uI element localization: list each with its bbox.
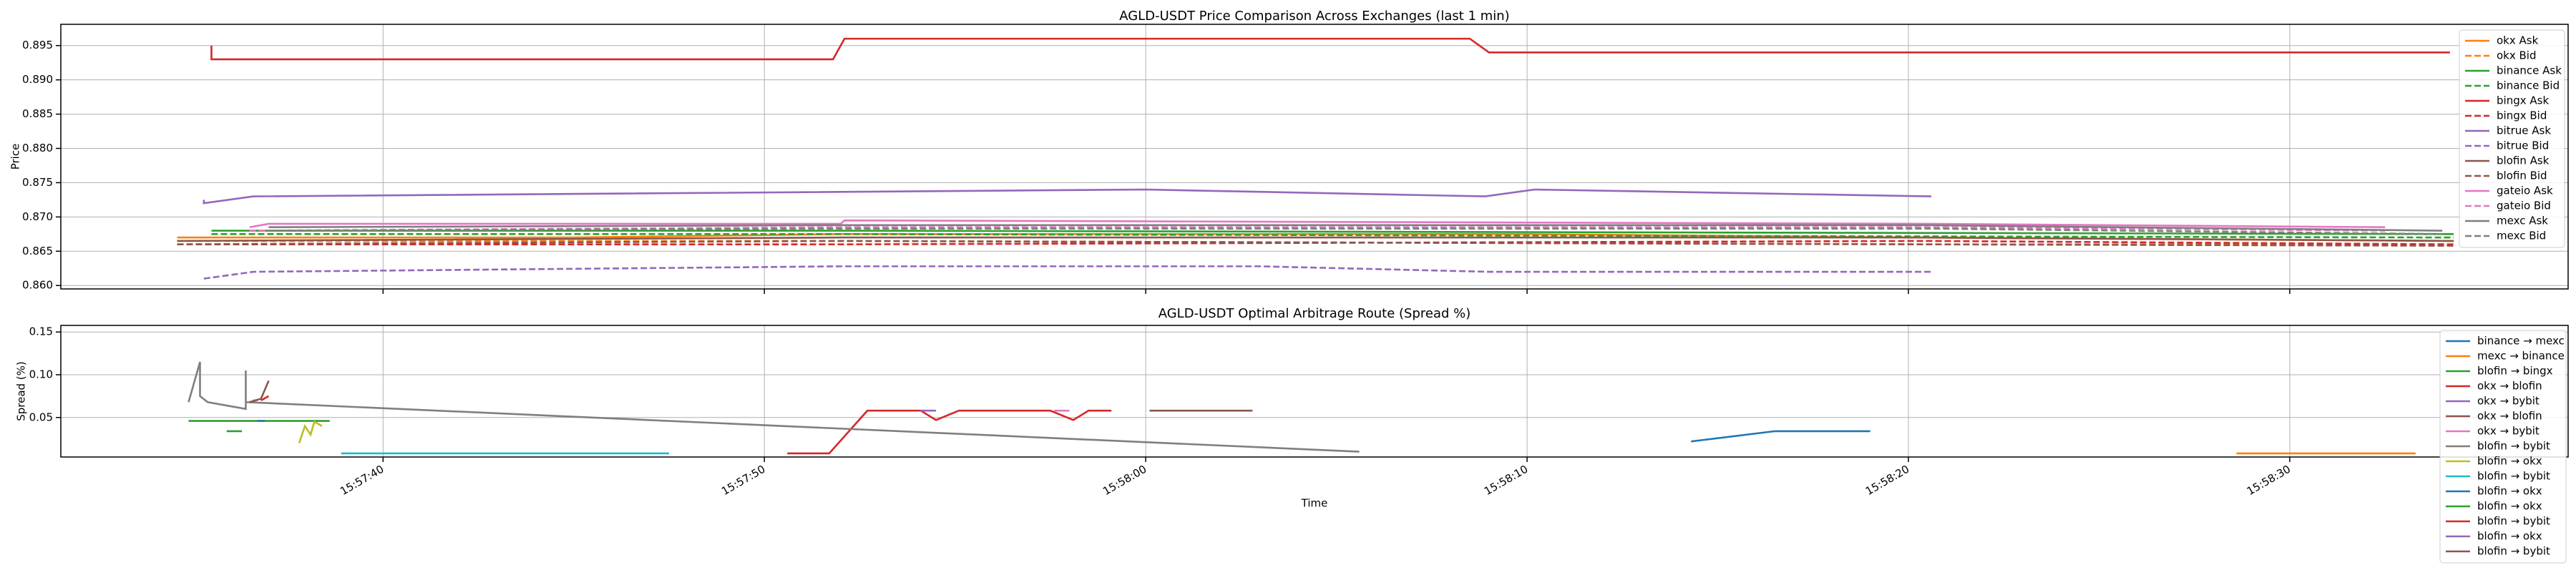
series-line [249, 219, 2386, 229]
legend-label: binance Ask [2497, 64, 2562, 77]
y-tick-label: 0.885 [22, 107, 53, 120]
plot-frame [60, 325, 2569, 458]
series-line [210, 37, 2450, 61]
x-tick-label: 15:58:00 [1101, 463, 1148, 498]
y-tick-label: 0.890 [22, 73, 53, 86]
y-tick-label: 0.05 [29, 411, 53, 423]
series-line [177, 240, 2454, 247]
legend-label: bitrue Ask [2497, 124, 2551, 137]
legend-label: mexc → binance [2477, 350, 2565, 363]
legend-label: bitrue Bid [2497, 139, 2549, 152]
x-tick-label: 15:57:50 [719, 463, 767, 498]
legend-label: bingx Ask [2497, 94, 2549, 107]
y-tick-label: 0.865 [22, 245, 53, 257]
legend-label: blofin Ask [2497, 154, 2550, 167]
series-line [187, 361, 1360, 453]
legend-label: okx → blofin [2477, 380, 2542, 393]
series-line [268, 224, 2443, 232]
series-line [203, 265, 1932, 280]
legend: okx Ask okx Bid binance Ask binance Bid bing… [2459, 29, 2565, 248]
series-line [298, 420, 323, 444]
y-tick-label: 0.895 [22, 39, 53, 51]
series-line [260, 395, 270, 401]
legend: binance → mexc mexc → binance blofin → bin… [2439, 330, 2567, 564]
legend-label: blofin → okx [2477, 485, 2542, 498]
y-tick-label: 0.870 [22, 210, 53, 223]
series-line [249, 380, 270, 403]
legend-label: blofin → bybit [2477, 545, 2550, 558]
chart-title: AGLD-USDT Optimal Arbitrage Route (Sprea… [1158, 306, 1471, 321]
y-axis-label: Price [9, 144, 22, 170]
legend-label: blofin → bybit [2477, 515, 2550, 528]
series-line [203, 188, 1932, 205]
legend-label: okx Ask [2497, 34, 2539, 47]
legend-label: okx → bybit [2477, 395, 2540, 408]
legend-label: mexc Ask [2497, 215, 2548, 227]
series-line [177, 240, 2454, 245]
legend-label: okx → blofin [2477, 410, 2542, 423]
legend-box [2459, 29, 2565, 248]
chart-title: AGLD-USDT Price Comparison Across Exchan… [1119, 9, 1509, 24]
series-line [177, 236, 2454, 242]
legend-label: binance → mexc [2477, 335, 2565, 348]
legend-label: gateio Ask [2497, 185, 2553, 197]
legend-label: blofin → okx [2477, 455, 2542, 468]
legend-label: blofin → bybit [2477, 470, 2550, 483]
series-line [787, 409, 1112, 455]
legend-label: binance Bid [2497, 79, 2560, 92]
legend-label: gateio Bid [2497, 200, 2551, 212]
y-tick-label: 0.880 [22, 142, 53, 154]
x-tick-label: 15:57:40 [338, 463, 386, 498]
legend-label: blofin → bingx [2477, 365, 2553, 378]
plot-frame [60, 24, 2569, 290]
y-tick-label: 0.875 [22, 176, 53, 189]
legend-label: okx Bid [2497, 49, 2537, 62]
legend-label: mexc Bid [2497, 230, 2546, 242]
x-axis-label: Time [1301, 497, 1328, 510]
legend-label: blofin → okx [2477, 500, 2542, 513]
y-tick-label: 0.10 [29, 368, 53, 380]
legend-label: blofin Bid [2497, 169, 2547, 182]
legend-label: blofin → okx [2477, 530, 2542, 543]
series-line [211, 233, 2454, 239]
legend-label: blofin → bybit [2477, 440, 2550, 453]
x-tick-label: 15:58:20 [1863, 463, 1911, 498]
legend-box [2439, 330, 2567, 564]
legend-label: okx → bybit [2477, 425, 2540, 438]
x-tick-label: 15:58:30 [2245, 463, 2293, 498]
x-tick-label: 15:58:10 [1482, 463, 1530, 498]
y-tick-label: 0.860 [22, 279, 53, 292]
series-line [1691, 430, 1870, 443]
y-tick-label: 0.15 [29, 325, 53, 338]
series-line [249, 226, 2386, 232]
y-axis-label: Spread (%) [15, 361, 28, 421]
legend-label: bingx Bid [2497, 109, 2547, 122]
